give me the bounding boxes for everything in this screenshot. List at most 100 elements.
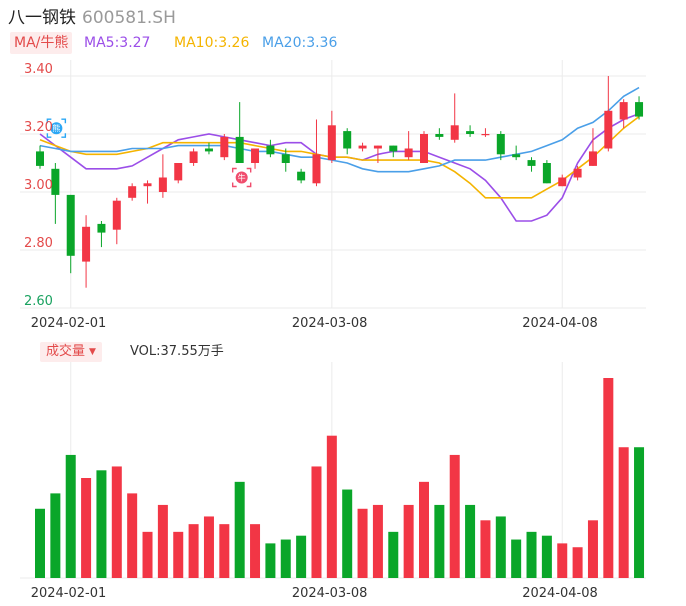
volume-bar: [526, 531, 537, 578]
candle-body: [251, 148, 260, 163]
volume-bar: [388, 531, 399, 578]
volume-date-label: 2024-03-08: [292, 586, 368, 601]
candle-body: [450, 125, 459, 140]
candle-body: [266, 145, 275, 155]
signal-glyph: 牛: [238, 173, 246, 183]
bull-signal-icon: 牛: [231, 167, 252, 188]
candle: [97, 221, 106, 248]
candle-body: [66, 194, 75, 256]
candle-body: [542, 163, 551, 184]
price-date-label: 2024-03-08: [292, 316, 368, 331]
candle: [604, 76, 613, 152]
candle-body: [435, 134, 444, 137]
stock-title: 八一钢铁 600581.SH: [8, 3, 176, 28]
volume-bar: [618, 447, 629, 578]
candle-body: [512, 154, 521, 158]
candle-body: [466, 131, 475, 134]
candle-body: [143, 183, 152, 187]
candle-body: [36, 151, 44, 166]
candle-body: [82, 226, 91, 262]
volume-date-label: 2024-02-01: [31, 586, 107, 601]
volume-bar: [634, 447, 645, 578]
volume-bar: [280, 539, 291, 578]
candle: [466, 125, 475, 137]
signal-dot: [50, 122, 63, 135]
moving-average-lines: [39, 86, 640, 222]
volume-bar: [111, 466, 122, 578]
volume-bar: [572, 547, 583, 578]
candle: [143, 180, 152, 204]
candle: [204, 142, 213, 155]
candle: [66, 194, 75, 274]
price-tick-label: 2.60: [24, 294, 53, 309]
candle-body: [174, 163, 183, 181]
candle: [251, 148, 260, 169]
volume-bar: [419, 481, 429, 578]
dropdown-triangle-icon: ▼: [89, 347, 96, 357]
volume-bar: [587, 520, 598, 578]
candle: [389, 145, 398, 158]
volume-bar: [357, 508, 368, 578]
candle: [435, 128, 444, 140]
volume-bar: [495, 516, 506, 578]
candle-body: [404, 148, 413, 158]
price-tick-label: 3.00: [24, 178, 53, 193]
candle: [235, 102, 244, 163]
candle-body: [573, 168, 582, 178]
candle-body: [373, 145, 382, 149]
candle: [450, 93, 459, 143]
candle: [51, 163, 60, 224]
volume-bar: [65, 454, 76, 578]
candle: [112, 197, 121, 245]
volume-bar: [96, 470, 107, 578]
ma20-legend: MA20:3.36: [262, 35, 338, 51]
price-tick-label: 2.80: [24, 236, 53, 251]
volume-bar: [203, 516, 214, 578]
volume-bar: [449, 454, 460, 578]
candle: [343, 128, 352, 155]
price-grid: [20, 60, 646, 309]
candle-body: [297, 171, 306, 181]
signal-markers: 熊牛: [46, 118, 252, 188]
volume-bar: [142, 531, 153, 578]
candle: [588, 128, 597, 166]
price-date-label: 2024-04-08: [522, 316, 598, 331]
candle-body: [235, 136, 244, 163]
price-tick-label: 3.40: [24, 62, 53, 77]
candle: [82, 215, 91, 288]
volume-bar: [219, 524, 230, 578]
candle: [174, 163, 183, 184]
volume-bars: [35, 378, 645, 578]
candle: [36, 145, 44, 169]
candle-body: [619, 102, 628, 120]
candle: [573, 165, 582, 181]
candle: [527, 157, 536, 172]
candle-body: [358, 145, 367, 149]
bear-signal-icon: 熊: [46, 118, 67, 138]
candlesticks: [36, 76, 644, 288]
volume-bar: [342, 489, 353, 578]
candle: [512, 145, 521, 161]
candle-body: [588, 151, 597, 166]
signal-bracket: [46, 118, 67, 138]
candle: [619, 99, 628, 129]
candle-body: [220, 136, 229, 158]
stock-code: 600581.SH: [82, 8, 176, 28]
signal-dot: [235, 171, 248, 184]
volume-bar: [157, 504, 168, 578]
volume-bar: [234, 481, 245, 578]
volume-bar: [603, 378, 614, 578]
volume-bar: [173, 531, 184, 578]
volume-value: VOL:37.55万手: [130, 344, 224, 359]
candle-body: [51, 168, 60, 195]
volume-mode-selector[interactable]: 成交量 ▼: [40, 342, 102, 362]
candle-body: [343, 131, 352, 149]
candle: [312, 119, 321, 187]
volume-bar: [296, 535, 307, 578]
candle-body: [481, 134, 490, 136]
candle-body: [281, 154, 290, 163]
volume-bar: [81, 478, 92, 578]
ma-mode-selector[interactable]: MA/牛熊: [10, 32, 73, 54]
volume-axis-labels: 2024-02-01 2024-03-08 2024-04-08: [31, 586, 598, 601]
